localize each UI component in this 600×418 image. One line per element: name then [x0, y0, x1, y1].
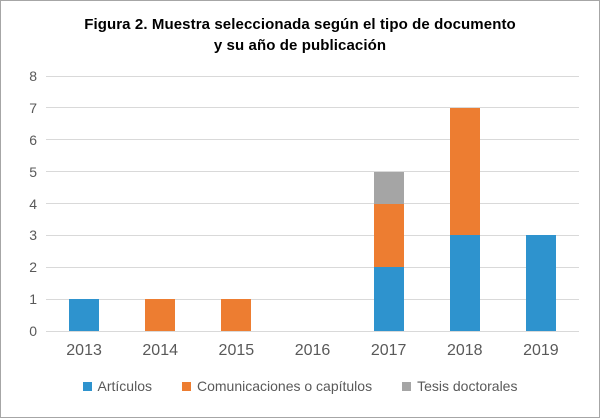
x-axis-tick-label-2013: 2013 [66, 342, 102, 359]
legend-swatch-icon [82, 381, 92, 391]
y-axis-tick-label-4: 4 [29, 195, 37, 212]
x-axis-tick-label-2018: 2018 [446, 342, 483, 359]
x-axis-tick-label-2017: 2017 [370, 342, 407, 359]
gridline-y6 [46, 139, 579, 141]
y-axis-tick-label-3: 3 [29, 227, 37, 244]
y-axis-tick-label-2: 2 [29, 259, 37, 276]
bar-segment-2017-comunicaciones-o-cap-tulos [373, 203, 404, 268]
bar-segment-2015-comunicaciones-o-cap-tulos [221, 299, 252, 331]
legend-label: Tesis doctorales [417, 378, 518, 394]
bar-segment-2019-art-culos [525, 235, 556, 331]
y-axis-tick-label-1: 1 [29, 291, 37, 308]
bar-segment-2018-comunicaciones-o-cap-tulos [449, 107, 480, 236]
gridline-y1 [46, 298, 579, 300]
bar-segment-2017-tesis-doctorales [373, 171, 404, 204]
gridline-y0 [46, 330, 579, 332]
y-axis-tick-label-8: 8 [29, 68, 37, 84]
y-axis-tick-label-7: 7 [29, 99, 37, 116]
bar-segment-2014-comunicaciones-o-cap-tulos [145, 299, 176, 331]
gridline-y2 [46, 266, 579, 268]
legend-item-comunicaciones-o-cap-tulos: Comunicaciones o capítulos [181, 378, 373, 394]
legend-item-tesis-doctorales: Tesis doctorales [402, 378, 517, 394]
x-axis-tick-label-2019: 2019 [523, 342, 559, 359]
gridline-y8 [46, 75, 579, 77]
legend-label: Artículos [97, 378, 152, 394]
gridline-y3 [46, 234, 579, 236]
gridline-y7 [46, 107, 579, 109]
gridline-y5 [46, 171, 579, 173]
legend-swatch-icon [181, 381, 191, 391]
legend-label: Comunicaciones o capítulos [196, 378, 373, 394]
bar-segment-2018-art-culos [449, 235, 480, 331]
chart-title: Figura 2. Muestra seleccionada según el … [1, 14, 599, 56]
legend-item-art-culos: Artículos [82, 378, 152, 394]
y-axis-tick-label-6: 6 [29, 131, 37, 148]
chart-title-line1: Figura 2. Muestra seleccionada según el … [84, 16, 516, 33]
x-axis-tick-label-2016: 2016 [294, 342, 331, 359]
x-axis-tick-label-2014: 2014 [142, 342, 178, 359]
legend: Artículos Comunicaciones o capítulos Tesis… [1, 378, 599, 394]
bar-segment-2013-art-culos [69, 299, 100, 331]
bar-segment-2017-art-culos [373, 267, 404, 331]
y-axis-tick-label-5: 5 [29, 163, 37, 180]
gridline-y4 [46, 203, 579, 204]
x-axis-tick-label-2015: 2015 [218, 342, 255, 359]
chart-title-line2: y su año de publicación [213, 37, 387, 54]
y-axis-tick-label-0: 0 [29, 323, 37, 339]
legend-swatch-icon [402, 381, 412, 391]
